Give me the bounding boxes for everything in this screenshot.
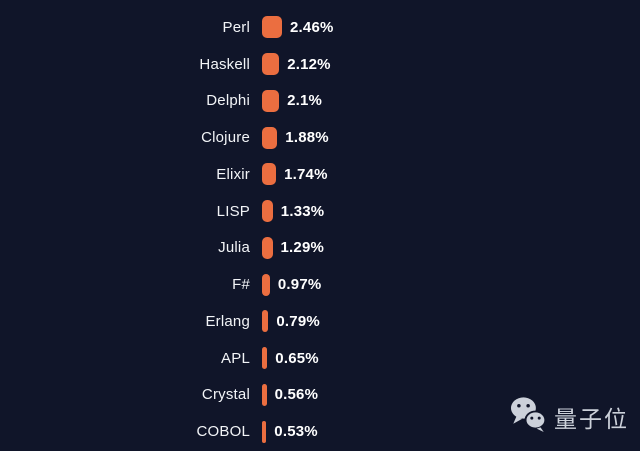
category-label: COBOL [196, 423, 250, 441]
value-label: 2.12% [287, 55, 331, 73]
bar-row: Clojure 1.88% [0, 119, 640, 156]
value-label: 1.29% [280, 239, 325, 257]
bar-row: Crystal 0.56% [0, 377, 640, 414]
wechat-icon [510, 396, 547, 437]
category-label: Clojure [201, 129, 250, 147]
value-label: 1.33% [280, 202, 325, 220]
value-label: 1.74% [284, 165, 328, 183]
bar [262, 420, 267, 443]
bar-row: COBOL 0.53% [0, 413, 640, 450]
category-label: LISP [216, 202, 250, 220]
bar [262, 126, 278, 149]
category-label: Delphi [206, 92, 250, 110]
bar-row: LISP 1.33% [0, 193, 640, 230]
bar [262, 163, 277, 186]
bar-row: Julia 1.29% [0, 230, 640, 267]
bar-row: Perl 2.46% [0, 9, 640, 46]
category-label: APL [221, 349, 250, 367]
value-label: 0.56% [274, 386, 319, 404]
bar-row: Elixir 1.74% [0, 156, 640, 193]
category-label: Perl [222, 18, 250, 36]
qbitai-watermark: 量子位 [510, 396, 629, 437]
value-label: 2.46% [290, 18, 334, 36]
category-label: Crystal [201, 386, 250, 404]
bar [262, 200, 273, 223]
value-label: 1.88% [285, 129, 329, 147]
bar [262, 273, 270, 296]
bar [262, 89, 280, 112]
bar [262, 383, 267, 406]
bar-row: Delphi 2.1% [0, 83, 640, 120]
bar [262, 347, 268, 370]
category-label: Elixir [216, 165, 250, 183]
value-label: 0.79% [276, 312, 320, 330]
value-label: 0.53% [274, 423, 318, 441]
value-label: 0.97% [277, 276, 322, 294]
bar-row: Haskell 2.12% [0, 46, 640, 83]
bar-rows: Perl 2.46% Haskell 2.12% Delphi 2.1% Clojure 1.… [0, 9, 640, 450]
bar [262, 16, 282, 39]
bar [262, 310, 269, 333]
bar-row: Erlang 0.79% [0, 303, 640, 340]
category-label: Erlang [205, 312, 250, 330]
value-label: 0.65% [275, 349, 319, 367]
category-label: F# [232, 276, 250, 294]
watermark-text: 量子位 [554, 405, 629, 432]
bar [262, 53, 280, 76]
bar-row: F# 0.97% [0, 266, 640, 303]
category-label: Julia [218, 239, 250, 257]
bar [262, 236, 273, 259]
value-label: 2.1% [287, 92, 323, 110]
bar-row: APL 0.65% [0, 340, 640, 377]
category-label: Haskell [199, 55, 250, 73]
